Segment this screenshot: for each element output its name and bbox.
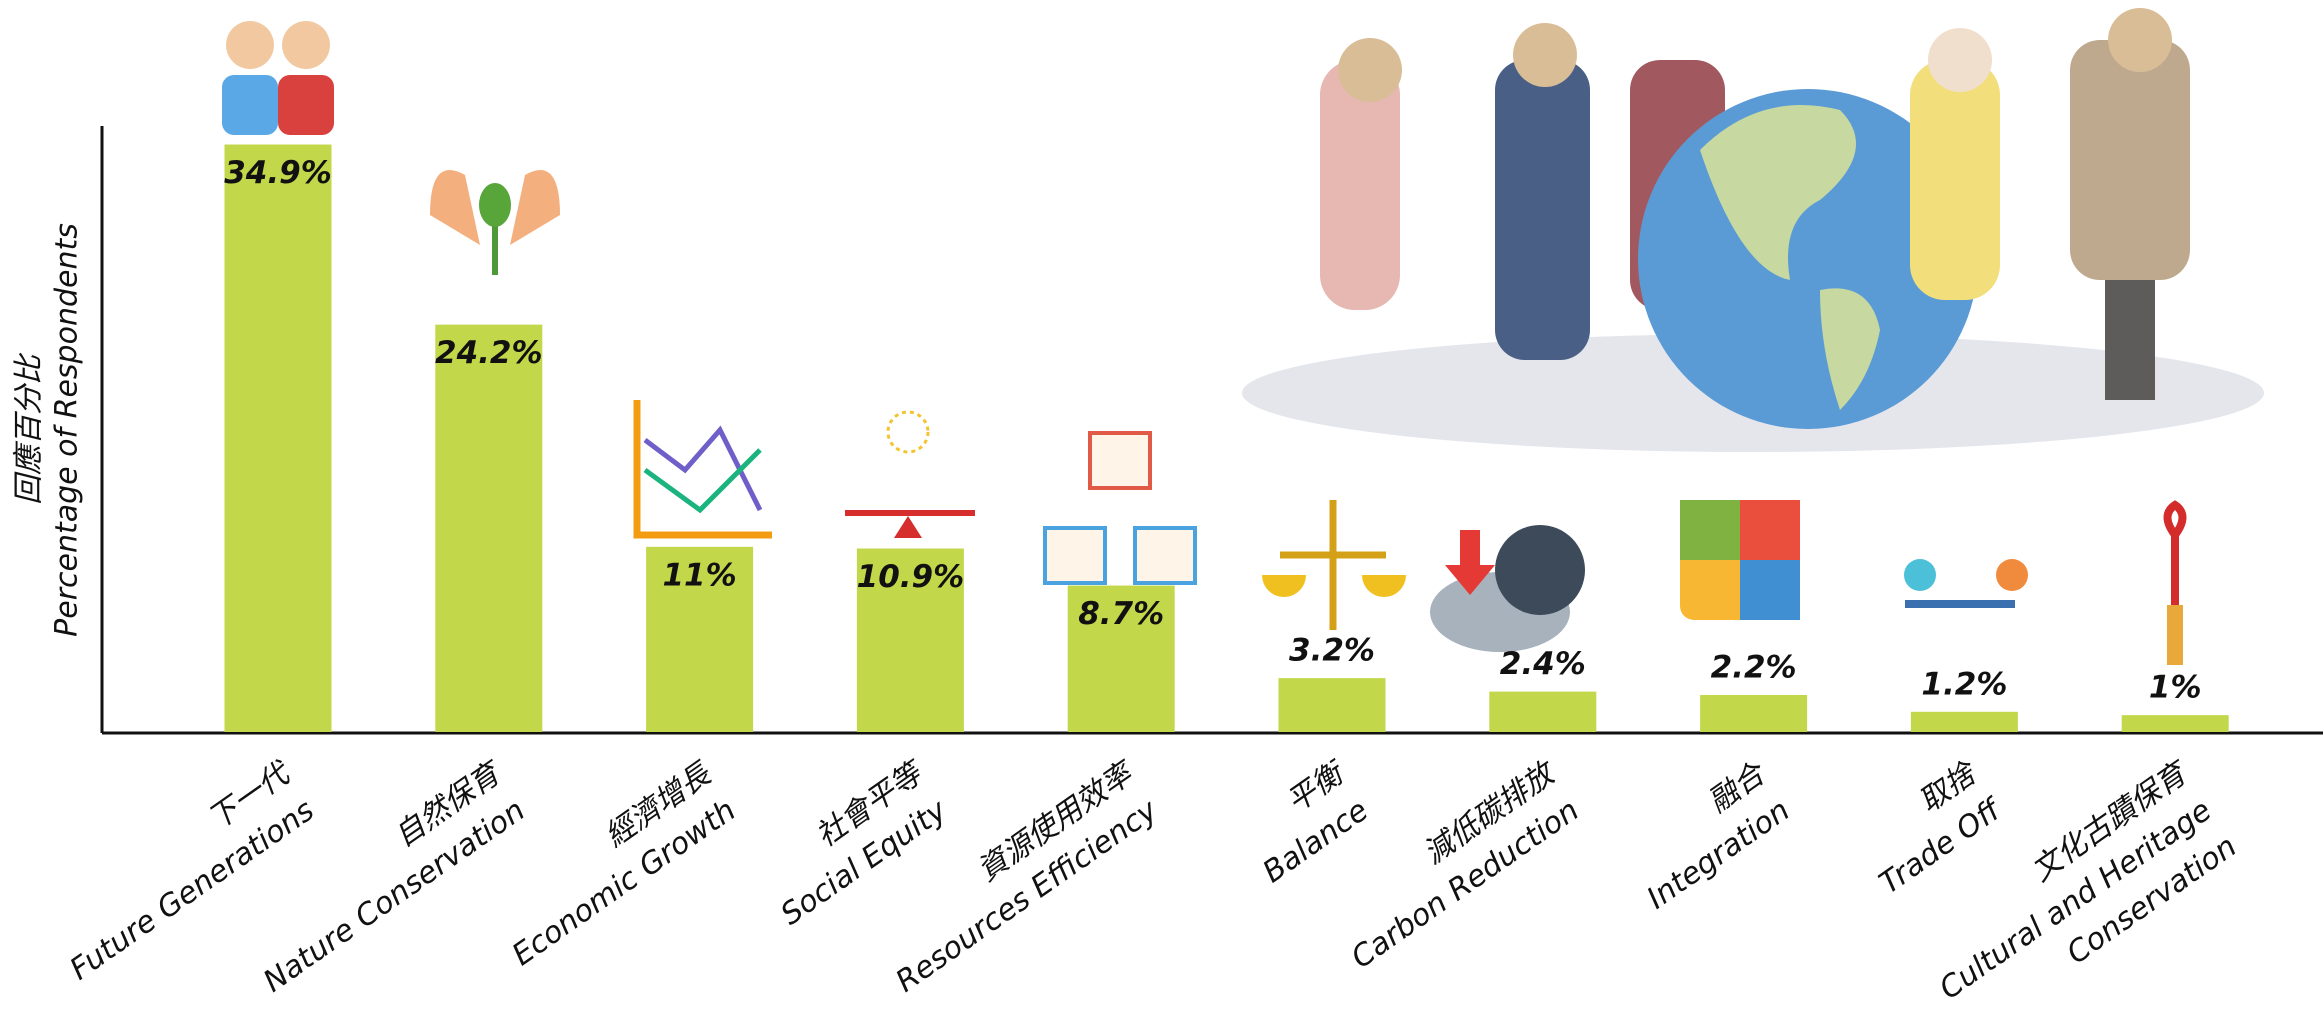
- bar: [224, 144, 332, 732]
- illustration: [1242, 8, 2264, 452]
- value-label: 1%: [2149, 670, 2202, 706]
- category-icons: [222, 21, 2187, 665]
- bar: [1700, 694, 1808, 732]
- bar: [1910, 711, 2018, 732]
- bar: [2121, 715, 2229, 732]
- y-axis-label-line: Percentage of Respondents: [50, 223, 85, 637]
- bar: [1067, 585, 1175, 732]
- bar: [435, 324, 543, 732]
- value-label: 2.4%: [1500, 646, 1586, 682]
- bar: [856, 548, 964, 732]
- value-label: 3.2%: [1289, 633, 1375, 669]
- y-axis-label-line: 回應百分比: [12, 352, 47, 505]
- value-label: 11%: [662, 557, 736, 593]
- bar: [1278, 678, 1386, 732]
- value-label: 10.9%: [857, 559, 965, 595]
- value-label: 8.7%: [1078, 596, 1164, 632]
- value-label: 34.9%: [224, 155, 332, 191]
- value-label: 1.2%: [1921, 666, 2007, 702]
- value-label: 24.2%: [435, 335, 543, 371]
- bar: [1489, 691, 1597, 732]
- bar: [646, 546, 754, 732]
- value-label: 2.2%: [1711, 649, 1797, 685]
- y-axis-label: 回應百分比 Percentage of Respondents: [12, 223, 85, 637]
